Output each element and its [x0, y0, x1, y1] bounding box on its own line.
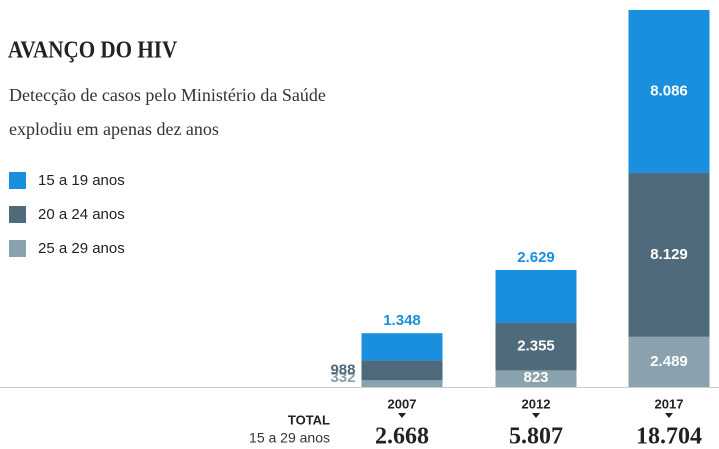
subtitle: explodiu em apenas dez anos [9, 119, 219, 139]
tick-arrow [665, 413, 673, 418]
bar-segment [361, 333, 443, 361]
total-value: 5.807 [509, 424, 563, 449]
bar-segment [361, 380, 443, 387]
total-value: 2.668 [375, 424, 429, 449]
x-tick-label: 2012 [522, 396, 551, 411]
legend-label: 20 a 24 anos [38, 206, 125, 223]
chart-title: AVANÇO DO HIV [8, 36, 178, 63]
legend-swatch [9, 206, 26, 223]
total-label: TOTAL [288, 412, 330, 427]
bar-segment [628, 9, 710, 173]
value-label: 8.129 [650, 246, 688, 263]
value-label: 2.629 [517, 249, 555, 266]
value-label: 988 [330, 361, 355, 378]
value-label: 332 [330, 369, 355, 386]
x-tick-label: 2017 [655, 396, 684, 411]
tick-arrow [532, 413, 540, 418]
bar-segment [361, 360, 443, 381]
bar-segment [628, 336, 710, 387]
x-tick-label: 2007 [388, 396, 417, 411]
bar-segment [495, 269, 577, 323]
legend-swatch [9, 240, 26, 257]
subtitle: Detecção de casos pelo Ministério da Saú… [9, 85, 326, 105]
legend-label: 25 a 29 anos [38, 240, 125, 257]
legend-label: 15 a 19 anos [38, 172, 125, 189]
value-label: 2.489 [650, 353, 688, 370]
total-value: 18.704 [636, 424, 702, 449]
bar-segment [628, 172, 710, 337]
value-label: 1.348 [383, 312, 421, 329]
bar-segment [495, 370, 577, 387]
legend-swatch [9, 172, 26, 189]
value-label: 8.086 [650, 82, 688, 99]
total-sublabel: 15 a 29 anos [249, 430, 330, 446]
value-label: 823 [523, 369, 548, 386]
tick-arrow [398, 413, 406, 418]
value-label: 2.355 [517, 338, 555, 355]
bar-segment [495, 322, 577, 371]
